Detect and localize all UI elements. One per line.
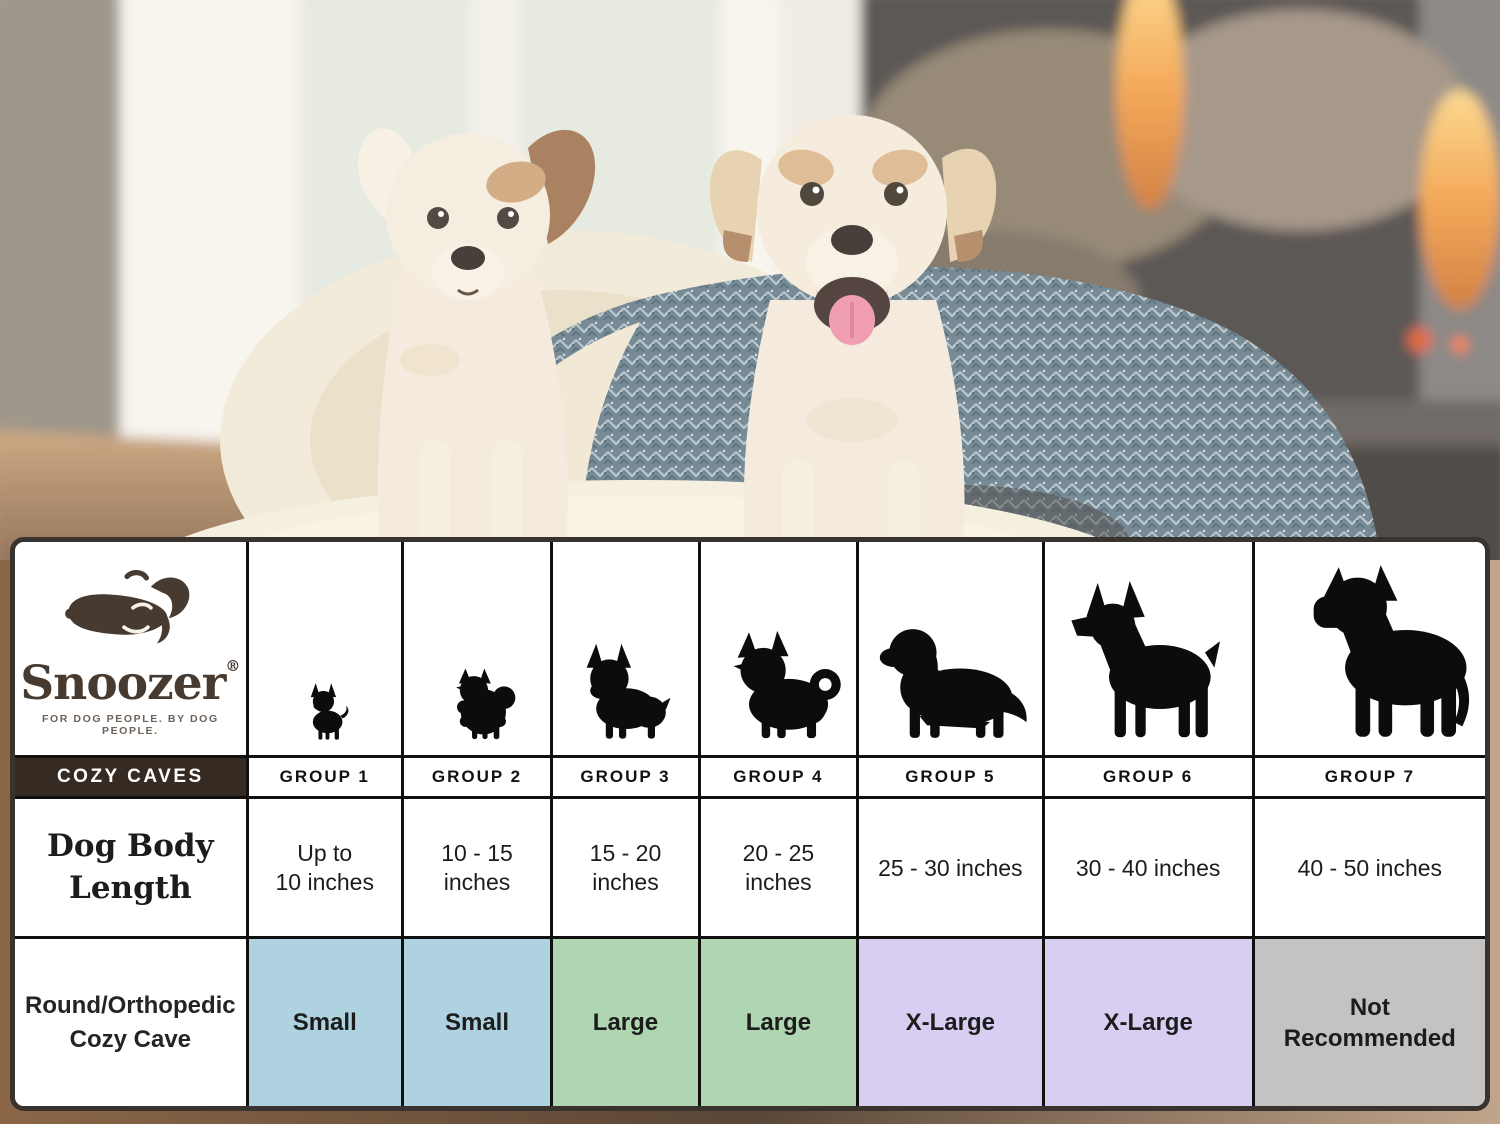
chihuahua-silhouette-icon xyxy=(310,683,349,740)
group-7-body-length: 40 - 50 inches xyxy=(1251,796,1485,937)
group-5-size: X-Large xyxy=(856,936,1042,1106)
right-dog-nose xyxy=(831,225,873,255)
group-3-size: Large xyxy=(550,936,698,1106)
group-5-silhouette-cell xyxy=(856,542,1042,755)
group-1-label: GROUP 1 xyxy=(245,754,401,797)
group-2-label: GROUP 2 xyxy=(400,754,551,797)
left-dog xyxy=(357,128,596,562)
registered-mark: ® xyxy=(225,657,241,676)
group-2-silhouette-cell xyxy=(400,542,551,755)
brand-wordmark: Snoozer® xyxy=(20,656,241,712)
left-dog-nose xyxy=(451,246,485,270)
group-6-silhouette-cell xyxy=(1041,542,1252,755)
brand-logo-cell: Snoozer® FOR DOG PEOPLE. BY DOG PEOPLE. xyxy=(15,542,246,755)
snoozer-dog-logo-icon xyxy=(65,570,190,645)
right-dog-left-ear xyxy=(709,150,762,262)
series-label: COZY CAVES xyxy=(15,754,246,797)
brand-tagline: FOR DOG PEOPLE. BY DOG PEOPLE. xyxy=(41,713,219,738)
group-3-label: GROUP 3 xyxy=(550,754,698,797)
group-7-silhouette-cell xyxy=(1251,542,1485,755)
photo-wash-overlay xyxy=(0,0,1500,560)
group-6-size: X-Large xyxy=(1041,936,1252,1106)
right-dog xyxy=(709,115,997,572)
group-2-size: Small xyxy=(400,936,551,1106)
group-1-body-length: Up to 10 inches xyxy=(245,796,401,937)
golden-retriever-silhouette-icon xyxy=(879,629,1027,738)
row-label-body-length: Dog Body Length xyxy=(15,796,246,937)
doberman-silhouette-icon xyxy=(1070,580,1220,738)
group-4-silhouette-cell xyxy=(697,542,857,755)
boston-terrier-silhouette-icon xyxy=(587,643,672,739)
group-4-size: Large xyxy=(697,936,857,1106)
group-5-label: GROUP 5 xyxy=(856,754,1042,797)
group-3-silhouette-cell xyxy=(550,542,698,755)
row-label-product: Round/Orthopedic Cozy Cave xyxy=(15,936,246,1106)
group-6-body-length: 30 - 40 inches xyxy=(1041,796,1252,937)
group-4-body-length: 20 - 25 inches xyxy=(697,796,857,937)
group-2-body-length: 10 - 15 inches xyxy=(400,796,551,937)
group-7-label: GROUP 7 xyxy=(1251,754,1485,797)
right-dog-right-ear xyxy=(942,148,997,262)
group-4-label: GROUP 4 xyxy=(697,754,857,797)
group-7-size: Not Recommended xyxy=(1251,936,1485,1106)
flame xyxy=(1116,0,1184,210)
group-3-body-length: 15 - 20 inches xyxy=(550,796,698,937)
group-1-size: Small xyxy=(245,936,401,1106)
great-dane-silhouette-icon xyxy=(1313,565,1469,737)
sizing-table: Snoozer® FOR DOG PEOPLE. BY DOG PEOPLE. xyxy=(10,537,1490,1111)
pomeranian-silhouette-icon xyxy=(456,668,516,740)
group-1-silhouette-cell xyxy=(245,542,401,755)
group-5-body-length: 25 - 30 inches xyxy=(856,796,1042,937)
shiba-silhouette-icon xyxy=(733,630,841,739)
group-6-label: GROUP 6 xyxy=(1041,754,1252,797)
